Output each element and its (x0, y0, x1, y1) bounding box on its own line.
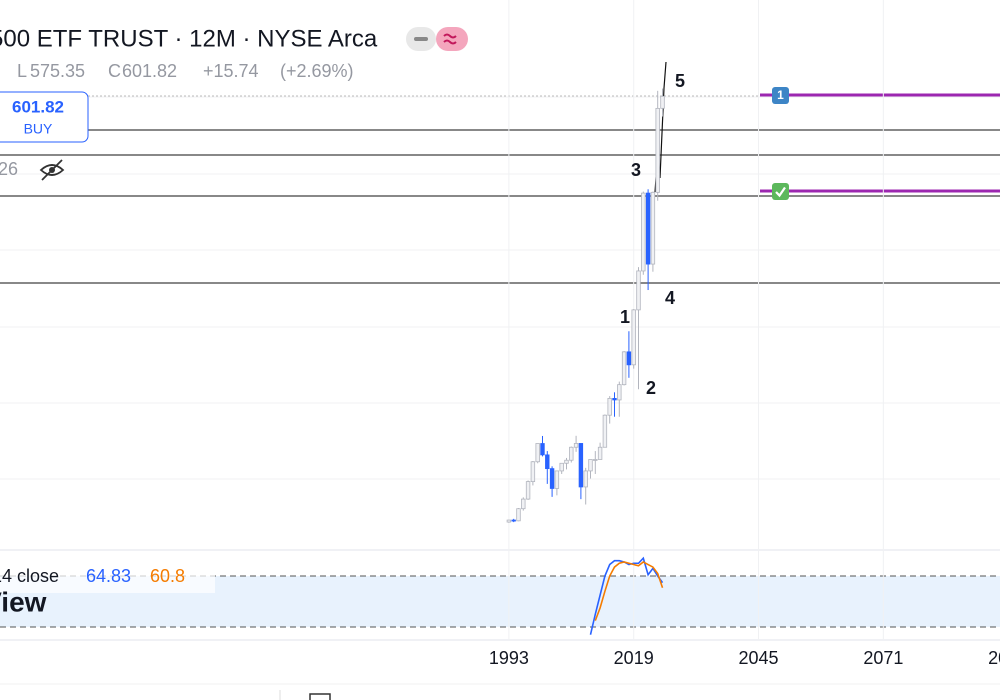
toolbar-icon[interactable] (309, 693, 331, 700)
candle-body (540, 443, 545, 456)
candle-body (559, 462, 564, 472)
indicator-line (594, 561, 664, 621)
candle-body (573, 443, 579, 448)
candle-body (521, 498, 526, 510)
x-tick-label: 2019 (614, 648, 654, 668)
candle-body (626, 351, 632, 366)
candle-body (588, 459, 593, 472)
wave-label: 2 (646, 378, 656, 398)
candle-body (525, 481, 531, 500)
x-tick-label: 1993 (489, 648, 529, 668)
candle-body (631, 309, 636, 366)
buy-label: BUY (24, 121, 53, 137)
candle-body (578, 443, 584, 488)
low-value: 575.35 (30, 61, 85, 81)
candle-body (607, 398, 612, 416)
change-value: +15.74 (203, 61, 259, 81)
ma-value: 60.8 (150, 566, 185, 586)
candle-body (597, 446, 603, 460)
candle-body (569, 446, 574, 461)
candle-body (516, 508, 521, 522)
wave-pill[interactable] (436, 27, 468, 51)
wave-label: 1 (620, 307, 630, 327)
rsi-value: 64.83 (86, 566, 131, 586)
eye-slash (41, 159, 63, 181)
wave-label: 5 (675, 71, 685, 91)
alert-badge[interactable] (772, 87, 789, 104)
check-badge[interactable] (772, 183, 789, 200)
wave-label: 4 (665, 288, 675, 308)
candle-body (564, 459, 569, 464)
candle-body (636, 270, 641, 311)
symbol-title: 500 ETF TRUST · 12M · NYSE Arca (0, 25, 378, 52)
grid (0, 96, 1000, 480)
x-tick-label: 2071 (863, 648, 903, 668)
low-prefix: L (17, 61, 27, 81)
close-prefix: C (108, 61, 121, 81)
candle-body (593, 459, 598, 461)
close-value: 601.82 (122, 61, 177, 81)
candle-body (612, 398, 617, 401)
candle-body (645, 192, 651, 265)
watermark: TradingView (0, 586, 47, 617)
candle-body (530, 461, 536, 482)
candle-body (660, 95, 665, 109)
candle-body (655, 107, 660, 193)
legend-backdrop (0, 563, 215, 593)
change-percent: (+2.69%) (280, 61, 354, 81)
hidden-count: 26 (0, 159, 18, 179)
buy-price: 601.82 (12, 97, 64, 116)
candle-body (549, 468, 555, 489)
candle-body (545, 454, 550, 470)
indicator-label: 14 close (0, 566, 59, 586)
candle-body (535, 443, 540, 463)
wave-label: 3 (631, 160, 641, 180)
x-tick-label: 2097 (988, 648, 1000, 668)
candle-body (583, 470, 588, 488)
candle-body (554, 470, 560, 489)
x-tick-label: 2045 (738, 648, 778, 668)
toggle-icon (414, 37, 428, 41)
candle-body (621, 351, 627, 386)
candle-body (602, 414, 608, 448)
eye-off-icon[interactable] (39, 159, 65, 181)
check-icon (775, 186, 786, 198)
candle-body (617, 384, 622, 401)
alert-badge-text: 1 (777, 88, 784, 102)
candle-body (511, 519, 516, 522)
candle-body (641, 192, 646, 272)
wave-icon (443, 33, 457, 45)
candle-body (650, 191, 656, 265)
candle-body (506, 519, 512, 523)
buy-button[interactable] (0, 91, 89, 143)
